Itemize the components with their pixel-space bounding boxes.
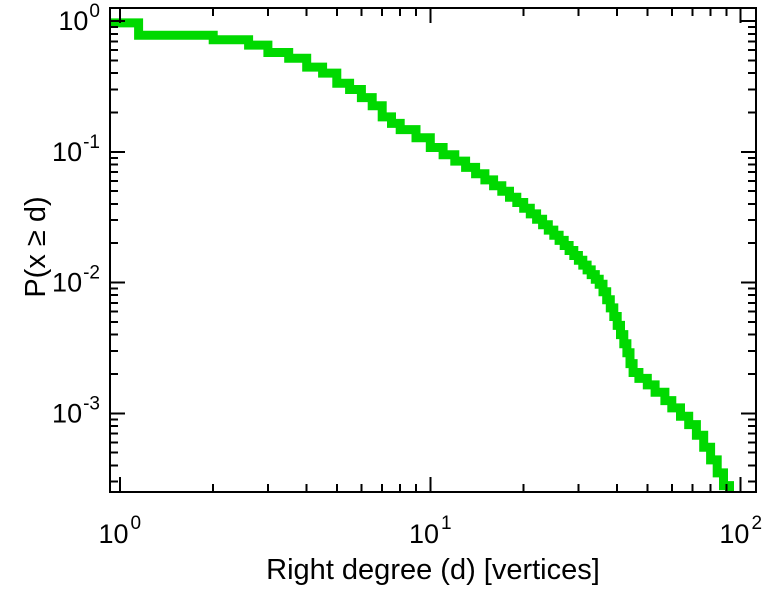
plot-frame: [109, 7, 757, 493]
x-tick-label: 10 1: [409, 513, 452, 549]
x-tick-label: 10 0: [98, 513, 141, 549]
y-axis-title: P(x ≥ d): [20, 196, 52, 298]
y-tick-label: 10-1: [52, 132, 100, 167]
y-tick-label: 10-3: [52, 393, 100, 428]
y-tick-label: 100: [58, 1, 100, 36]
x-tick-label: 10 2: [719, 513, 762, 549]
x-axis-title: Right degree (d) [vertices]: [266, 554, 600, 586]
y-tick-label: 10-2: [52, 263, 100, 298]
ccdf-step-line: [110, 18, 734, 492]
